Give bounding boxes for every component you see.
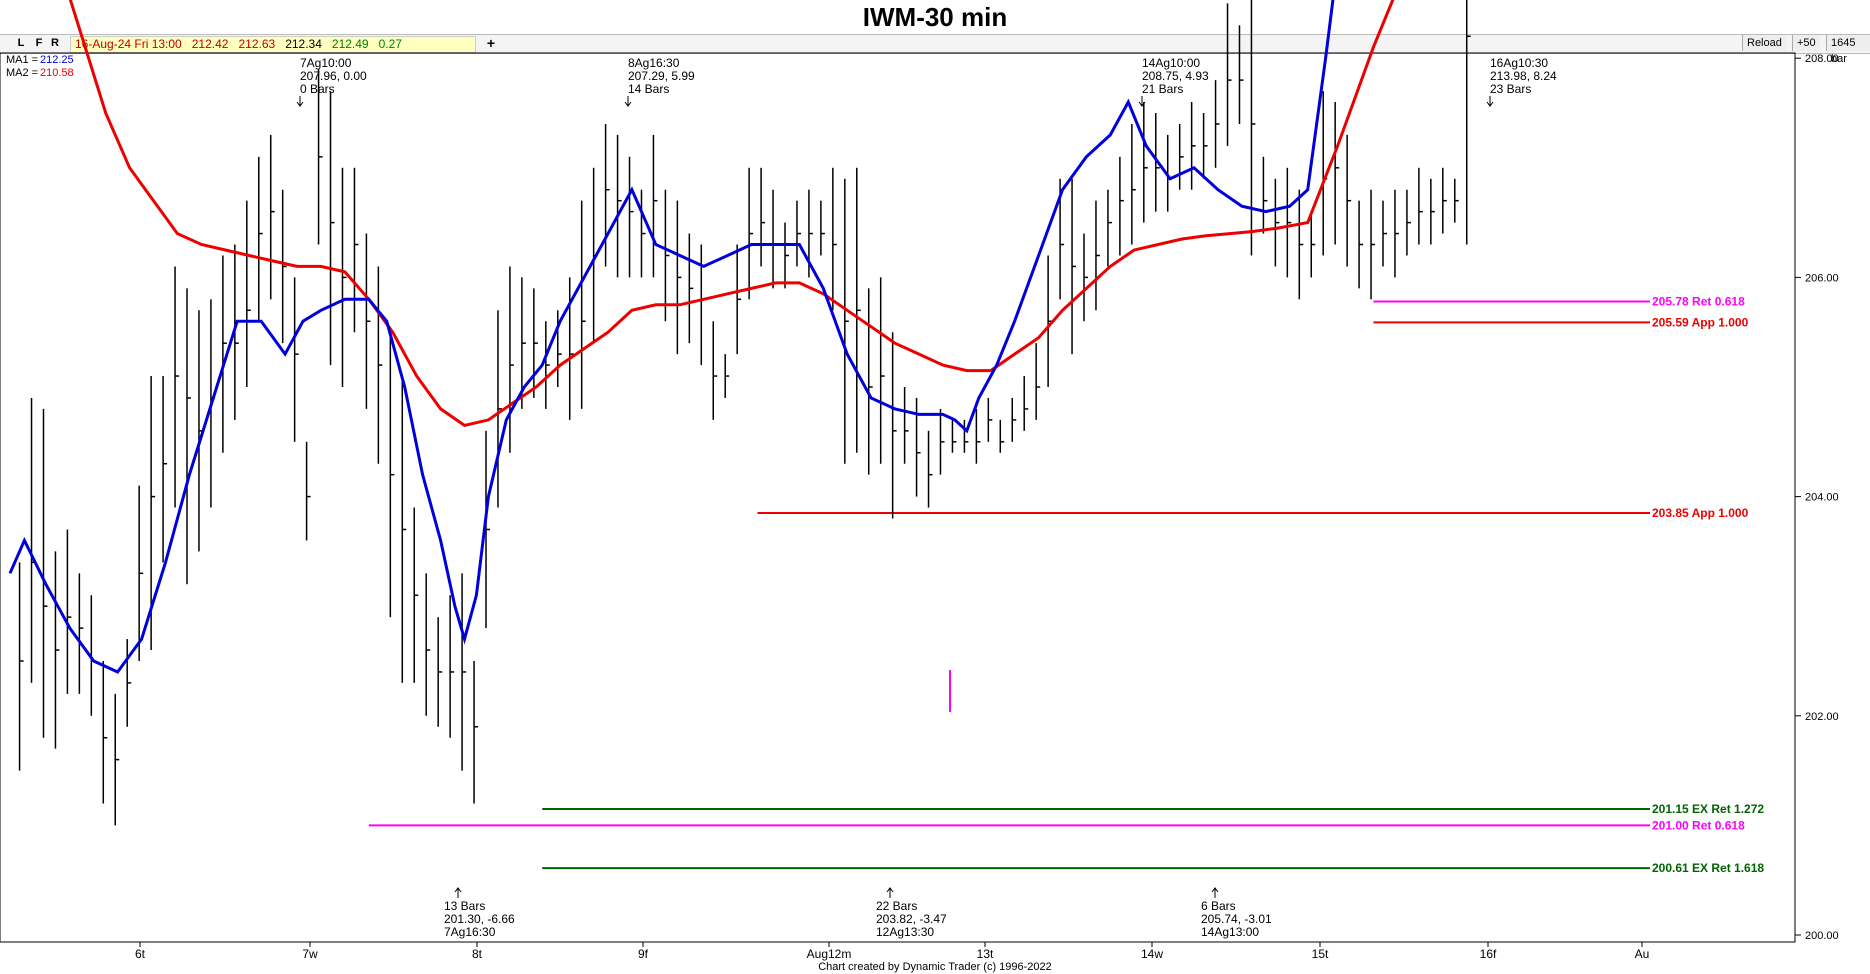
ma2-label-name: MA2 = <box>6 67 38 79</box>
x-tick-label: Aug12m <box>807 947 852 961</box>
bars-count: 1645 bar <box>1826 35 1870 65</box>
y-tick-label: 204.00 <box>1805 492 1839 504</box>
bottom-annotation-text: 6 Bars <box>1201 899 1236 913</box>
quote-close: 212.49 <box>331 37 369 51</box>
x-tick-label: Au <box>1635 947 1650 961</box>
x-tick-label: 7w <box>302 947 318 961</box>
x-tick-label: 8t <box>472 947 483 961</box>
credit-text: Chart created by Dynamic Trader (c) 1996… <box>818 961 1052 973</box>
level-label: 200.61 EX Ret 1.618 <box>1652 861 1764 875</box>
bottom-annotation-text: 22 Bars <box>876 899 917 913</box>
x-tick-label: 16f <box>1480 947 1497 961</box>
top-annotation-text: 14Ag10:00 <box>1142 56 1200 70</box>
top-annotation-text: 208.75, 4.93 <box>1142 69 1209 83</box>
quote-open: 212.42 <box>191 37 229 51</box>
x-tick-label: 14w <box>1141 947 1163 961</box>
bottom-annotation-text: 13 Bars <box>444 899 485 913</box>
toolbar-button-f[interactable]: F <box>35 37 43 49</box>
levels: 212.08 EX Ret 1.618213.62 EX Ret 2.61821… <box>368 295 1764 875</box>
top-annotation-text: 0 Bars <box>300 82 335 96</box>
top-annotation-text: 207.96, 0.00 <box>300 69 367 83</box>
top-annotation-text: 8Ag16:30 <box>628 56 680 70</box>
bottom-annotation-text: 201.30, -6.66 <box>444 912 515 926</box>
y-tick-label: 206.00 <box>1805 272 1839 284</box>
ma1-label-name: MA1 = <box>6 54 38 66</box>
price-axis: 200.00202.00204.00206.00208.00210.00212.… <box>1795 53 1839 942</box>
level-label: 205.78 Ret 0.618 <box>1652 295 1745 309</box>
x-tick-label: 9f <box>638 947 649 961</box>
reload-button[interactable]: Reload <box>1742 35 1786 51</box>
y-tick-label: 202.00 <box>1805 711 1839 723</box>
down-arrow-icon <box>624 96 632 107</box>
down-arrow-icon <box>1486 96 1494 107</box>
top-annotation-text: 207.29, 5.99 <box>628 69 695 83</box>
top-annotation-text: 16Ag10:30 <box>1490 56 1548 70</box>
bottom-annotation-text: 12Ag13:30 <box>876 925 934 939</box>
time-axis: 6t 7w 8t 9f Aug12m 13t 14w 15t 16f Au <box>135 942 1649 961</box>
moving-averages <box>8 0 1395 674</box>
quote-low: 212.34 <box>285 37 322 51</box>
top-annotation-text: 213.98, 8.24 <box>1490 69 1557 83</box>
plus50-button[interactable]: +50 <box>1792 35 1820 51</box>
y-tick-label: 208.00 <box>1805 53 1839 65</box>
bottom-annotation-text: 203.82, -3.47 <box>876 912 947 926</box>
toolbar-button-r[interactable]: R <box>51 37 59 49</box>
level-label: 201.00 Ret 0.618 <box>1652 818 1745 832</box>
level-label: 205.59 App 1.000 <box>1652 315 1749 329</box>
x-tick-label: 15t <box>1312 947 1329 961</box>
down-arrow-icon <box>1138 96 1146 107</box>
bottom-annotation-text: 205.74, -3.01 <box>1201 912 1272 926</box>
up-arrow-icon <box>1211 887 1219 898</box>
x-tick-label: 6t <box>135 947 146 961</box>
price-bars <box>18 0 1471 826</box>
ma1-label-value: 212.25 <box>40 54 74 66</box>
x-tick-label: 13t <box>977 947 994 961</box>
chart-title: IWM-30 min <box>862 2 1008 32</box>
top-annotation-text: 21 Bars <box>1142 82 1183 96</box>
ma2-label-value: 210.58 <box>40 67 74 79</box>
ma2-line <box>68 0 1395 428</box>
quote-box: 16-Aug-24 Fri 13:00 212.42 212.63 212.34… <box>70 36 476 53</box>
down-arrow-icon <box>296 96 304 107</box>
add-button[interactable]: + <box>486 35 496 51</box>
quote-high: 212.63 <box>238 37 276 51</box>
level-label: 203.85 App 1.000 <box>1652 506 1749 520</box>
level-label: 201.15 EX Ret 1.272 <box>1652 802 1764 816</box>
bottom-annotation-text: 14Ag13:00 <box>1201 925 1259 939</box>
top-annotation-text: 23 Bars <box>1490 82 1531 96</box>
quote-change: 0.27 <box>378 37 402 51</box>
top-annotation-text: 14 Bars <box>628 82 669 96</box>
ma1-line <box>8 0 1335 674</box>
quote-date: 16-Aug-24 Fri 13:00 <box>75 37 182 51</box>
toolbar-button-l[interactable]: L <box>17 37 25 49</box>
up-arrow-icon <box>454 887 462 898</box>
y-tick-label: 200.00 <box>1805 930 1839 942</box>
bottom-annotation-text: 7Ag16:30 <box>444 925 496 939</box>
top-annotation-text: 7Ag10:00 <box>300 56 352 70</box>
up-arrow-icon <box>886 887 894 898</box>
